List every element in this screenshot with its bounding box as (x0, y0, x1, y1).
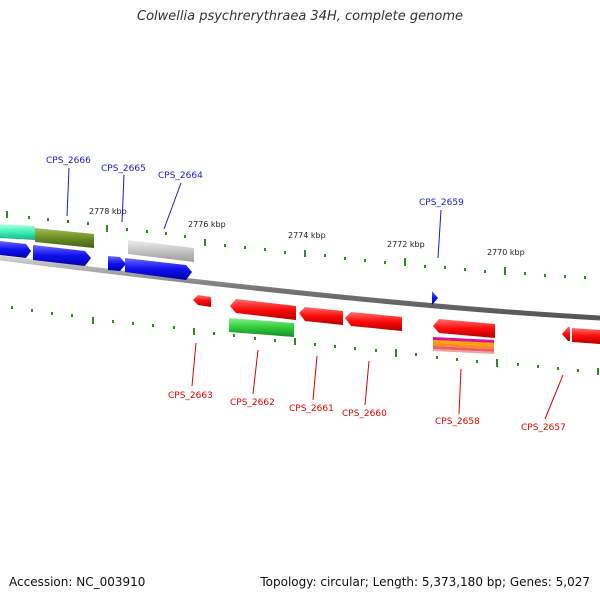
gene-label-forward[interactable]: CPS_2659 (419, 198, 464, 208)
forward-gene-arrow[interactable] (125, 258, 192, 280)
scale-label: 2778 kbp (89, 207, 127, 216)
scale-label: 2776 kbp (188, 220, 226, 229)
gene-label-forward[interactable]: CPS_2665 (101, 164, 146, 174)
gene-label-reverse[interactable]: CPS_2658 (435, 417, 480, 427)
scale-label: 2772 kbp (387, 240, 425, 249)
upper-tick-ring (6, 211, 586, 279)
genome-summary-text: Topology: circular; Length: 5,373,180 bp… (260, 575, 590, 589)
reverse-gene-arrow[interactable] (433, 319, 495, 338)
feature-bar-cyan[interactable] (0, 224, 35, 240)
forward-gene-arrow[interactable] (33, 245, 91, 266)
label-leader-line (544, 374, 564, 420)
forward-gene-arrow[interactable] (0, 241, 31, 258)
reverse-gene-arrow[interactable] (230, 299, 296, 320)
map-title: Colwellia psychrerythraea 34H, complete … (137, 9, 463, 24)
label-leader-line (66, 167, 70, 217)
gene-label-forward[interactable]: CPS_2664 (158, 171, 203, 181)
scale-label: 2770 kbp (487, 248, 525, 257)
scale-label: 2774 kbp (288, 231, 326, 240)
reverse-gene-arrow[interactable] (299, 307, 343, 325)
genome-backbone (0, 255, 600, 321)
forward-gene-arrow[interactable] (108, 256, 126, 271)
feature-bar-green[interactable] (229, 318, 294, 337)
forward-gene-arrow[interactable] (432, 291, 438, 305)
gene-label-reverse[interactable]: CPS_2660 (342, 409, 387, 419)
reverse-gene-arrow[interactable] (193, 295, 211, 307)
feature-bar-stack[interactable] (433, 337, 494, 354)
lower-tick-ring (11, 306, 599, 375)
gene-label-forward[interactable]: CPS_2666 (46, 156, 91, 166)
label-leader-line (364, 360, 370, 406)
gene-label-reverse[interactable]: CPS_2657 (521, 423, 566, 433)
label-leader-line (163, 182, 182, 230)
label-leader-line (121, 174, 125, 223)
reverse-gene-arrow[interactable] (345, 312, 402, 331)
gene-label-reverse[interactable]: CPS_2662 (230, 398, 275, 408)
reverse-gene-arrow[interactable] (572, 328, 600, 344)
label-leader-line (252, 349, 259, 395)
label-leader-line (437, 209, 442, 259)
accession-text: Accession: NC_003910 (9, 575, 146, 589)
gene-label-reverse[interactable]: CPS_2661 (289, 404, 334, 414)
label-leader-line (458, 368, 462, 415)
feature-bar-grey[interactable] (128, 240, 194, 262)
reverse-gene-arrow[interactable] (562, 327, 570, 341)
gene-label-reverse[interactable]: CPS_2663 (168, 391, 213, 401)
label-leader-line (312, 355, 318, 401)
feature-bar-olive[interactable] (35, 228, 94, 248)
label-leader-line (191, 342, 197, 387)
